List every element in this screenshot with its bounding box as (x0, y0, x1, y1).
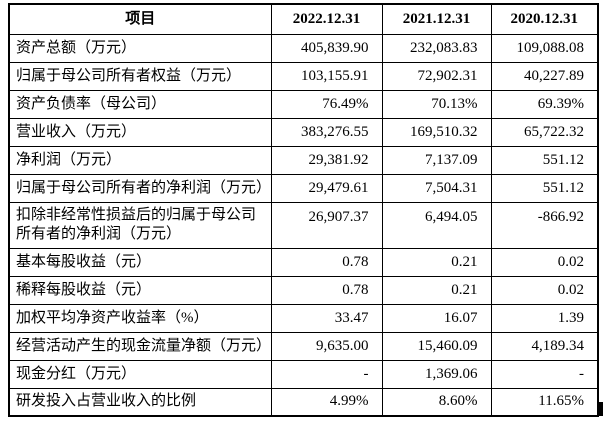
value-cell: 72,902.31 (381, 61, 492, 91)
value-cell: 7,504.31 (381, 173, 492, 203)
value-cell: 1,369.06 (381, 359, 492, 389)
row-label: 净利润（万元） (8, 145, 272, 175)
value-cell: 109,088.08 (490, 33, 599, 63)
value-cell: 8.60% (381, 387, 492, 417)
value-cell: 29,381.92 (270, 145, 383, 175)
table-row: 归属于母公司所有者的净利润（万元） 29,479.61 7,504.31 551… (8, 173, 599, 203)
value-cell: 4,189.34 (490, 331, 599, 361)
value-cell: 0.21 (381, 275, 492, 305)
row-label: 加权平均净资产收益率（%） (8, 303, 272, 333)
row-label: 归属于母公司所有者权益（万元） (8, 61, 272, 91)
value-cell: 6,494.05 (381, 201, 492, 249)
value-cell: 11.65% (490, 387, 599, 417)
value-cell: 551.12 (490, 173, 599, 203)
value-cell: 9,635.00 (270, 331, 383, 361)
table-row: 营业收入（万元） 383,276.55 169,510.32 65,722.32 (8, 117, 599, 147)
table-row: 资产负债率（母公司） 76.49% 70.13% 69.39% (8, 89, 599, 119)
value-cell: -866.92 (490, 201, 599, 249)
row-label: 扣除非经常性损益后的归属于母公司所有者的净利润（万元） (8, 201, 272, 249)
header-date-2021: 2021.12.31 (381, 3, 492, 35)
value-cell: 0.02 (490, 247, 599, 277)
value-cell: - (490, 359, 599, 389)
row-label: 稀释每股收益（元） (8, 275, 272, 305)
row-label: 资产负债率（母公司） (8, 89, 272, 119)
table-row: 现金分红（万元） - 1,369.06 - (8, 359, 599, 389)
value-cell: 0.21 (381, 247, 492, 277)
header-item: 项目 (8, 3, 272, 35)
financial-summary-table: 项目 2022.12.31 2021.12.31 2020.12.31 资产总额… (8, 3, 599, 417)
table-row: 资产总额（万元） 405,839.90 232,083.83 109,088.0… (8, 33, 599, 63)
header-date-2022: 2022.12.31 (270, 3, 383, 35)
value-cell: 76.49% (270, 89, 383, 119)
value-cell: 383,276.55 (270, 117, 383, 147)
text-cursor-artifact (598, 402, 603, 416)
value-cell: 4.99% (270, 387, 383, 417)
table-row: 基本每股收益（元） 0.78 0.21 0.02 (8, 247, 599, 277)
value-cell: 70.13% (381, 89, 492, 119)
value-cell: 232,083.83 (381, 33, 492, 63)
value-cell: 7,137.09 (381, 145, 492, 175)
value-cell: 65,722.32 (490, 117, 599, 147)
value-cell: - (270, 359, 383, 389)
table-row: 净利润（万元） 29,381.92 7,137.09 551.12 (8, 145, 599, 175)
row-label: 研发投入占营业收入的比例 (8, 387, 272, 417)
value-cell: 40,227.89 (490, 61, 599, 91)
value-cell: 15,460.09 (381, 331, 492, 361)
value-cell: 103,155.91 (270, 61, 383, 91)
table-row: 经营活动产生的现金流量净额（万元） 9,635.00 15,460.09 4,1… (8, 331, 599, 361)
table-row: 扣除非经常性损益后的归属于母公司所有者的净利润（万元） 26,907.37 6,… (8, 201, 599, 249)
table-row: 研发投入占营业收入的比例 4.99% 8.60% 11.65% (8, 387, 599, 417)
value-cell: 405,839.90 (270, 33, 383, 63)
table-header-row: 项目 2022.12.31 2021.12.31 2020.12.31 (8, 3, 599, 35)
row-label: 营业收入（万元） (8, 117, 272, 147)
row-label: 归属于母公司所有者的净利润（万元） (8, 173, 272, 203)
value-cell: 169,510.32 (381, 117, 492, 147)
value-cell: 0.78 (270, 247, 383, 277)
table-row: 加权平均净资产收益率（%） 33.47 16.07 1.39 (8, 303, 599, 333)
row-label: 现金分红（万元） (8, 359, 272, 389)
value-cell: 0.02 (490, 275, 599, 305)
value-cell: 69.39% (490, 89, 599, 119)
row-label: 经营活动产生的现金流量净额（万元） (8, 331, 272, 361)
value-cell: 33.47 (270, 303, 383, 333)
value-cell: 0.78 (270, 275, 383, 305)
table-row: 归属于母公司所有者权益（万元） 103,155.91 72,902.31 40,… (8, 61, 599, 91)
value-cell: 26,907.37 (270, 201, 383, 249)
header-date-2020: 2020.12.31 (490, 3, 599, 35)
row-label: 基本每股收益（元） (8, 247, 272, 277)
value-cell: 16.07 (381, 303, 492, 333)
value-cell: 1.39 (490, 303, 599, 333)
value-cell: 551.12 (490, 145, 599, 175)
value-cell: 29,479.61 (270, 173, 383, 203)
row-label: 资产总额（万元） (8, 33, 272, 63)
table-row: 稀释每股收益（元） 0.78 0.21 0.02 (8, 275, 599, 305)
